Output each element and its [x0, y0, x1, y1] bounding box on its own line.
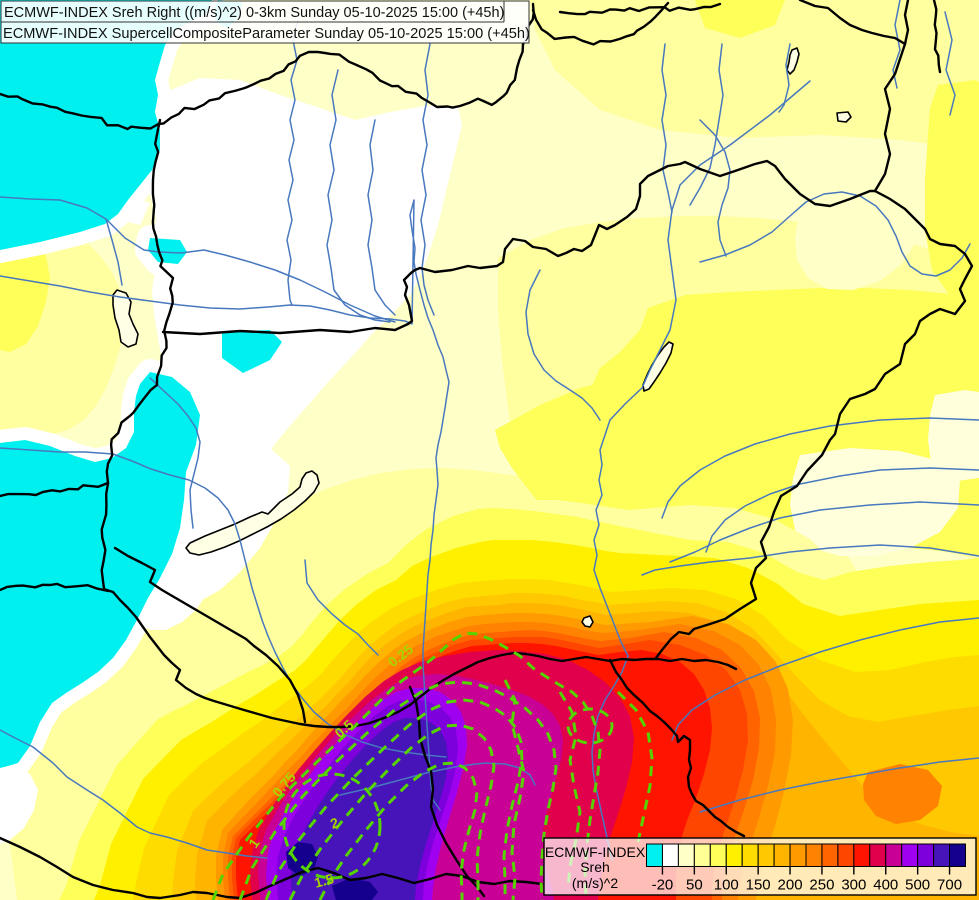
svg-text:150: 150: [746, 877, 771, 894]
svg-text:ECMWF-INDEX: ECMWF-INDEX: [545, 844, 646, 860]
svg-text:1.5: 1.5: [312, 870, 335, 891]
svg-text:(m/s)^2: (m/s)^2: [572, 875, 618, 891]
svg-text:Sreh: Sreh: [580, 859, 610, 875]
svg-text:500: 500: [905, 877, 930, 894]
svg-text:50: 50: [686, 877, 703, 894]
svg-text:100: 100: [714, 877, 739, 894]
svg-text:-20: -20: [652, 877, 674, 894]
svg-text:700: 700: [937, 877, 962, 894]
svg-text:ECMWF-INDEX SupercellComposite: ECMWF-INDEX SupercellCompositeParameter …: [3, 26, 530, 42]
svg-text:250: 250: [809, 877, 834, 894]
svg-text:400: 400: [873, 877, 898, 894]
svg-text:200: 200: [778, 877, 803, 894]
svg-text:300: 300: [841, 877, 866, 894]
svg-text:ECMWF-INDEX Sreh Right ((m/s)^: ECMWF-INDEX Sreh Right ((m/s)^2) 0-3km S…: [4, 5, 504, 21]
